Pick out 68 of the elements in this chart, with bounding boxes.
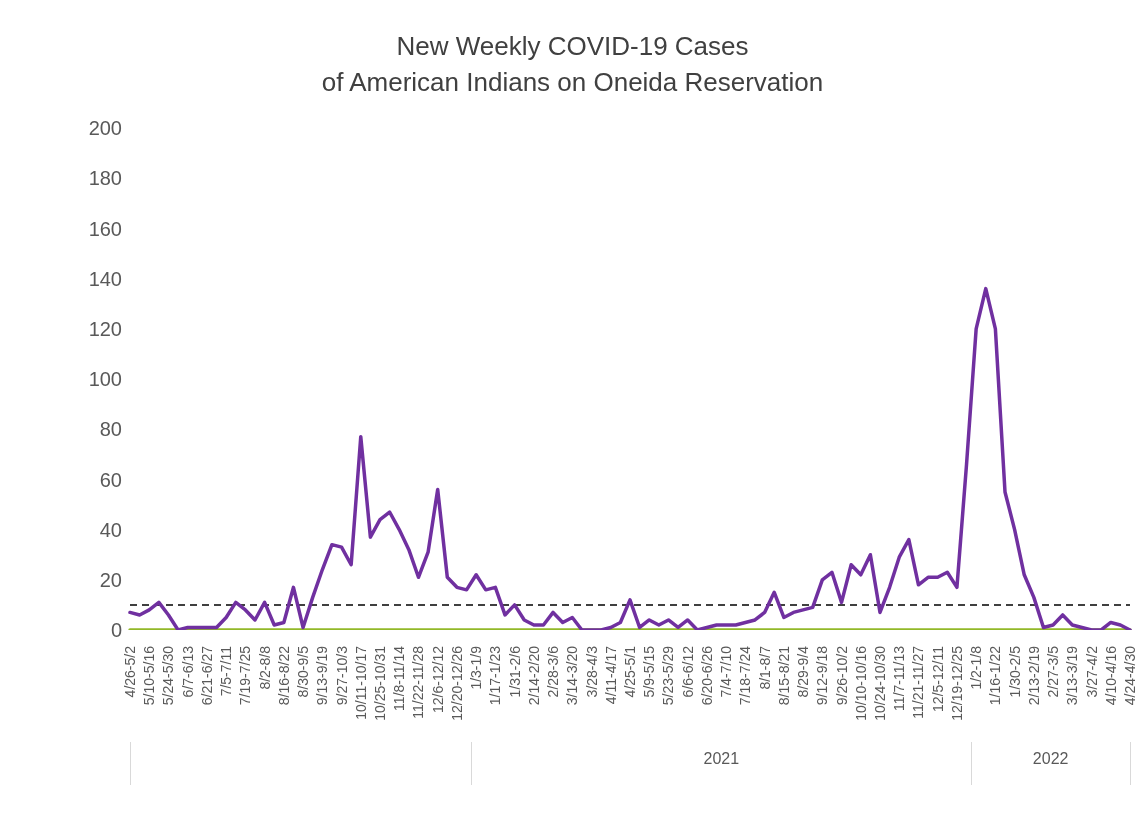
x-tick-label: 1/3-1/9 xyxy=(468,645,485,690)
x-tick-label: 10/25-10/31 xyxy=(372,645,388,721)
x-tick-label: 10/10-10/16 xyxy=(852,645,869,721)
x-tick-label: 7/4-7/10 xyxy=(718,645,735,698)
x-tick-label: 7/19-7/25 xyxy=(237,645,254,706)
x-tick-label: 9/27-10/3 xyxy=(333,645,350,706)
x-tick-label: 1/31-2/6 xyxy=(506,645,523,698)
x-tick-label: 2/14-2/20 xyxy=(525,645,542,706)
x-tick-label: 10/11-10/17 xyxy=(352,645,369,720)
y-tick-label: 200 xyxy=(88,117,122,140)
x-tick-label: 12/20-12/26 xyxy=(448,645,465,721)
x-tick-label: 3/27-4/2 xyxy=(1083,645,1100,698)
x-tick-label: 2/13-2/19 xyxy=(1025,645,1042,706)
x-tick-label: 11/22-11/28 xyxy=(410,645,427,719)
x-tick-label: 4/11-4/17 xyxy=(602,645,619,705)
x-tick-label: 10/24-10/30 xyxy=(872,645,888,721)
x-tick-label: 6/20-6/26 xyxy=(698,645,715,706)
x-tick-label: 8/16-8/22 xyxy=(275,645,292,706)
x-tick-label: 4/26-5/2 xyxy=(122,645,138,698)
y-tick-label: 0 xyxy=(110,619,122,642)
x-tick-label: 9/12-9/18 xyxy=(814,645,831,706)
y-tick-label: 100 xyxy=(88,368,122,391)
x-tick-label: 3/14-3/20 xyxy=(564,645,581,706)
y-tick-label: 180 xyxy=(88,167,122,190)
x-tick-label: 4/10-4/16 xyxy=(1102,645,1119,706)
x-tick-label: 12/6-12/12 xyxy=(429,645,446,713)
x-tick-label: 5/9-5/15 xyxy=(641,645,658,698)
y-tick-label: 40 xyxy=(99,518,122,541)
y-tick-label: 60 xyxy=(99,468,122,491)
x-tick-label: 12/19-12/25 xyxy=(948,645,965,721)
x-tick-label: 1/2-1/8 xyxy=(968,645,985,690)
x-tick-label: 2/27-3/5 xyxy=(1045,645,1062,698)
x-tick-label: 8/2-8/8 xyxy=(256,645,273,690)
x-tick-label: 1/16-1/22 xyxy=(987,645,1004,706)
y-tick-label: 120 xyxy=(88,317,122,340)
x-tick-label: 5/24-5/30 xyxy=(160,645,177,706)
x-tick-label: 8/29-9/4 xyxy=(795,645,812,698)
x-tick-label: 4/25-5/1 xyxy=(622,645,638,698)
y-tick-label: 140 xyxy=(88,267,122,290)
x-tick-label: 9/26-10/2 xyxy=(833,645,850,706)
chart-title: New Weekly COVID-19 Cases of American Indians on Oneida Reservation xyxy=(320,30,825,99)
x-tick-label: 11/21-11/27 xyxy=(910,645,927,719)
text: 2022 xyxy=(1031,750,1070,768)
x-tick-label: 2/28-3/6 xyxy=(545,645,562,698)
y-tick-label: 20 xyxy=(99,568,122,591)
x-tick-label: 3/13-3/19 xyxy=(1064,645,1081,706)
x-tick-label: 9/13-9/19 xyxy=(314,645,331,706)
x-tick-label: 11/8-11/14 xyxy=(391,645,408,711)
x-tick-label: 3/28-4/3 xyxy=(583,645,600,698)
x-tick-label: 5/23-5/29 xyxy=(660,645,677,706)
x-tick-label: 5/10-5/16 xyxy=(141,645,158,706)
text: 2021 xyxy=(702,750,741,768)
x-tick-label: 7/18-7/24 xyxy=(737,645,754,706)
x-tick-label: 6/21-6/27 xyxy=(198,645,215,706)
x-tick-label: 6/6-6/12 xyxy=(679,645,696,698)
x-tick-label: 8/30-9/5 xyxy=(295,645,312,698)
x-tick-label: 6/7-6/13 xyxy=(179,645,196,698)
x-tick-label: 1/17-1/23 xyxy=(487,645,504,706)
x-tick-label: 11/7-11/13 xyxy=(891,645,908,711)
line-series xyxy=(128,286,1132,630)
x-tick-label: 12/5-12/11 xyxy=(929,645,946,712)
x-tick-label: 8/1-8/7 xyxy=(756,645,773,690)
x-tick-label: 4/24-4/30 xyxy=(1122,645,1138,706)
y-tick-label: 160 xyxy=(88,217,122,240)
x-tick-label: 7/5-7/11 xyxy=(218,645,235,697)
x-tick-label: 1/30-2/5 xyxy=(1006,645,1023,698)
y-tick-label: 80 xyxy=(99,418,122,441)
x-tick-label: 8/15-8/21 xyxy=(775,645,792,706)
